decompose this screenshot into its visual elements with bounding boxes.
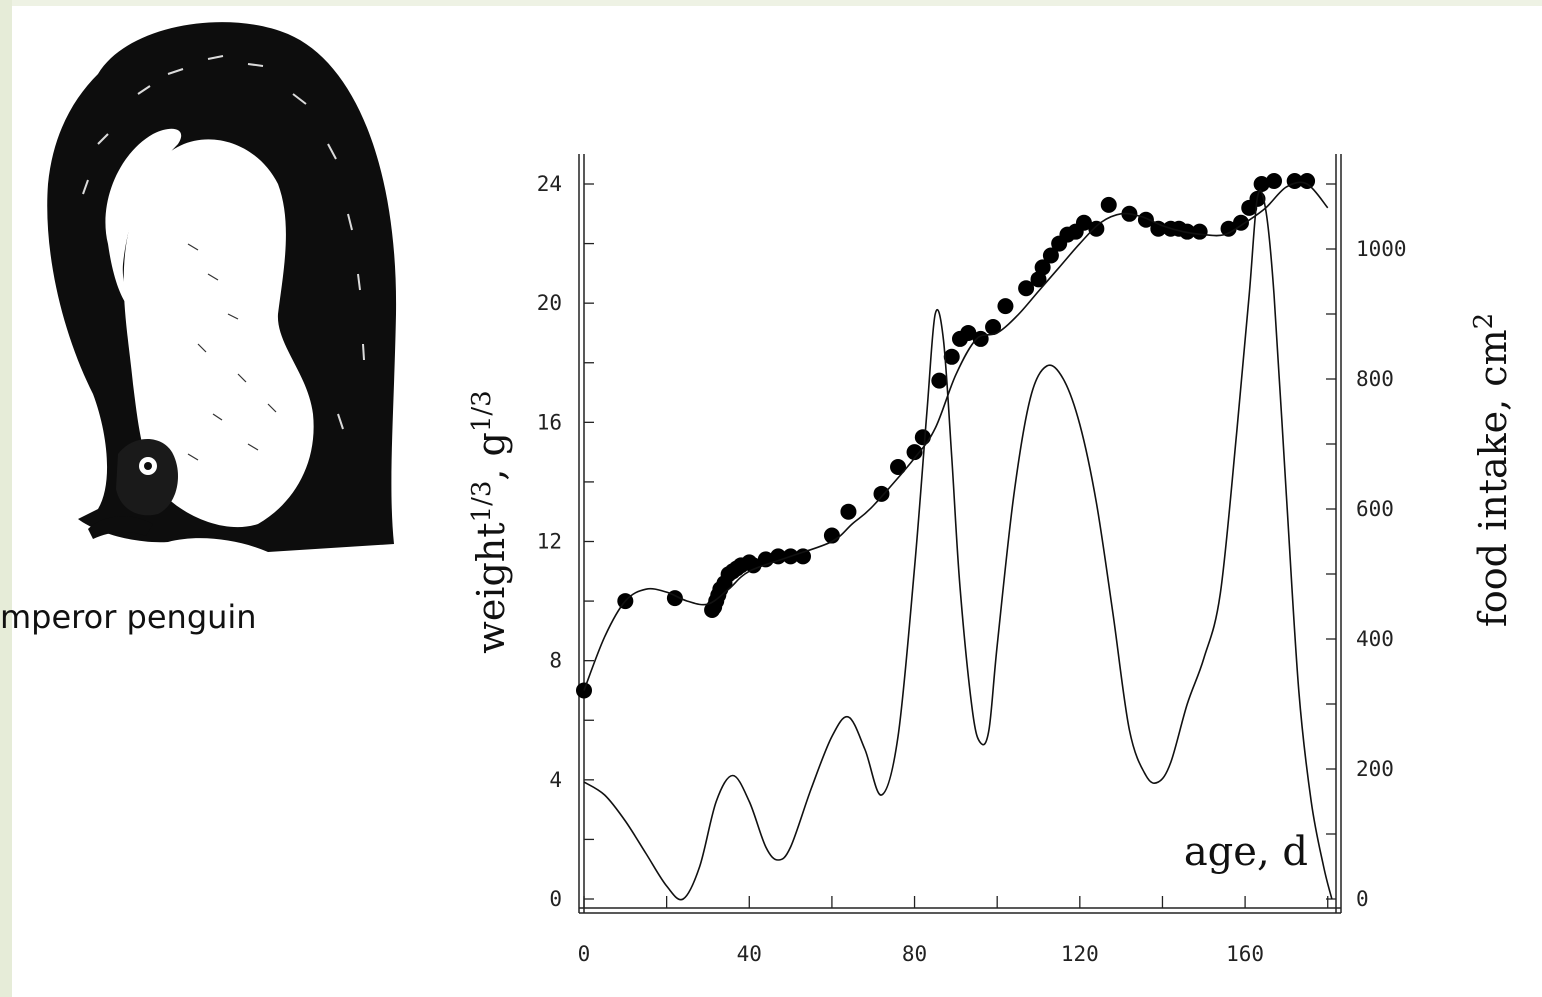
emperor-penguin-illustration (47, 22, 397, 552)
x-tick-label: 0 (578, 942, 591, 966)
weight-data-point (745, 557, 762, 574)
slide-top-border (0, 0, 1542, 6)
penguin-chest (123, 139, 314, 528)
x-axis-label: age, d (1184, 829, 1308, 875)
weight-data-point (985, 319, 1002, 335)
left-axis-label: weight1/3, g1/3 (467, 390, 513, 653)
left-tick-label: 4 (549, 768, 562, 792)
weight-data-point (1266, 173, 1283, 190)
weight-data-point (931, 372, 948, 389)
right-tick-label: 200 (1356, 757, 1394, 781)
x-tick-label: 120 (1061, 942, 1099, 966)
left-tick-label: 16 (537, 410, 562, 434)
penguin-caption: mperor penguin (0, 598, 257, 636)
chart-axes (578, 154, 1342, 914)
weight-data-point (1253, 176, 1270, 192)
weight-data-point (1042, 247, 1059, 264)
weight-data-point (997, 298, 1014, 315)
right-tick-label: 1000 (1356, 237, 1407, 261)
right-tick-label: 400 (1356, 627, 1394, 651)
right-tick-label: 600 (1356, 497, 1394, 521)
weight-data-point (1191, 223, 1208, 240)
left-tick-label: 24 (537, 172, 562, 196)
penguin-head-patch (105, 128, 182, 314)
weight-data-point (914, 429, 931, 446)
left-tick-label: 20 (537, 291, 562, 315)
weight-data-point (943, 348, 960, 365)
slide-left-border (0, 0, 12, 997)
weight-data-point (960, 324, 977, 341)
weight-data-point (972, 330, 989, 347)
left-tick-label: 8 (549, 649, 562, 673)
weight-data-point (794, 548, 811, 565)
right-tick-label: 0 (1356, 887, 1369, 911)
left-tick-label: 0 (549, 887, 562, 911)
weight-data-point (840, 503, 857, 520)
weight-data-point (1150, 220, 1167, 237)
x-tick-label: 80 (902, 942, 927, 966)
chart-labels: 0 4 8 12 16 20 24 0 200 400 600 800 1000 0 40 80 120 160 a… (467, 172, 1515, 966)
weight-data-point (1299, 173, 1316, 190)
x-tick-label: 160 (1226, 942, 1264, 966)
food-intake-line (583, 189, 1333, 901)
weight-data-point (906, 444, 923, 461)
weight-data-point (1220, 220, 1237, 237)
chart-marks (576, 173, 1333, 901)
weight-data-point (873, 485, 890, 502)
x-tick-label: 40 (737, 942, 762, 966)
left-tick-label: 12 (537, 530, 562, 554)
weight-fit-line (583, 181, 1329, 691)
weight-data-point (1018, 280, 1035, 297)
weight-data-point (890, 459, 907, 476)
right-tick-label: 800 (1356, 367, 1394, 391)
penguin-chick (116, 439, 178, 516)
growth-chart: 0 4 8 12 16 20 24 0 200 400 600 800 1000 0 40 80 120 160 a… (467, 154, 1515, 966)
weight-data-point (1232, 214, 1249, 231)
weight-data-point (770, 548, 787, 565)
weight-data-point (1034, 259, 1051, 276)
weight-data-point (1075, 214, 1092, 231)
weight-data-point (1100, 196, 1117, 213)
weight-data-point (1179, 223, 1196, 240)
weight-data-point (1137, 211, 1154, 228)
weight-data-point (1088, 220, 1105, 237)
right-axis-label: food intake, cm2 (1469, 313, 1515, 627)
